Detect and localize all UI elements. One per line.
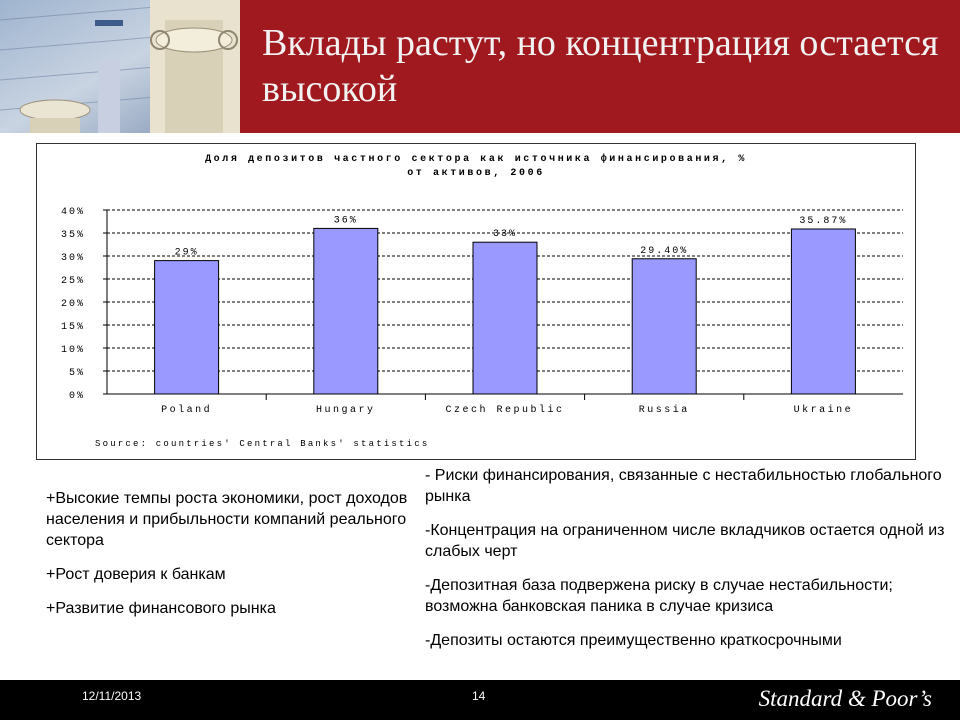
data-label: 36% xyxy=(334,215,358,226)
footer-date: 12/11/2013 xyxy=(82,689,142,703)
y-tick-label: 25% xyxy=(61,276,85,287)
y-tick-label: 0% xyxy=(69,391,85,402)
risk-point: -Концентрация на ограниченном числе вкла… xyxy=(425,522,945,560)
page-number: 14 xyxy=(472,689,486,703)
chart-frame: Доля депозитов частного сектора как исто… xyxy=(36,143,916,460)
data-label: 33% xyxy=(493,229,517,240)
chart-title: Доля депозитов частного сектора как исто… xyxy=(205,152,747,165)
bar xyxy=(472,241,538,395)
x-tick-label: Poland xyxy=(161,404,212,416)
chart-source: Source: countries' Central Banks' statis… xyxy=(95,439,429,449)
strength-point: +Рост доверия к банкам xyxy=(46,566,226,583)
y-tick-label: 15% xyxy=(61,322,85,333)
bar xyxy=(313,227,379,395)
x-tick-label: Hungary xyxy=(316,405,376,416)
y-tick-label: 35% xyxy=(61,230,85,241)
slide-footer: 12/11/2013 14 Standard & Poor’s xyxy=(0,680,960,720)
data-label: 29.40% xyxy=(640,246,688,257)
chart-title-line-2: от активов, 2006 xyxy=(407,168,545,179)
y-tick-label: 20% xyxy=(61,299,85,310)
bar xyxy=(790,228,856,395)
x-tick-label: Russia xyxy=(639,404,690,416)
strengths-list: +Высокие темпы роста экономики, рост дох… xyxy=(46,488,416,632)
deposit-share-chart: Доля депозитов частного сектора как исто… xyxy=(61,152,903,449)
bar xyxy=(154,260,220,395)
x-tick-label: Czech Republic xyxy=(445,404,564,416)
data-label: 29% xyxy=(175,248,199,259)
risk-point: -Депозиты остаются преимущественно кратк… xyxy=(425,632,842,649)
brand-logo: Standard & Poor’s xyxy=(758,686,932,711)
header-photo xyxy=(0,0,240,133)
slide-title: Вклады растут, но концентрация остается … xyxy=(262,22,939,110)
data-label: 35.87% xyxy=(799,216,847,227)
y-tick-label: 5% xyxy=(69,368,85,379)
strength-point: +Развитие финансового рынка xyxy=(46,600,276,617)
y-tick-label: 10% xyxy=(61,345,85,356)
strength-point: +Высокие темпы роста экономики, рост дох… xyxy=(46,490,408,549)
bar xyxy=(631,258,697,395)
risk-point: - Риски финансирования, связанные с нест… xyxy=(425,467,942,505)
risk-point: -Депозитная база подвержена риску в случ… xyxy=(425,577,893,615)
slide-header: Вклады растут, но концентрация остается … xyxy=(0,0,960,133)
risks-list: - Риски финансирования, связанные с нест… xyxy=(425,465,945,664)
x-tick-label: Ukraine xyxy=(794,404,854,416)
y-tick-label: 30% xyxy=(61,253,85,264)
y-tick-label: 40% xyxy=(61,207,85,218)
